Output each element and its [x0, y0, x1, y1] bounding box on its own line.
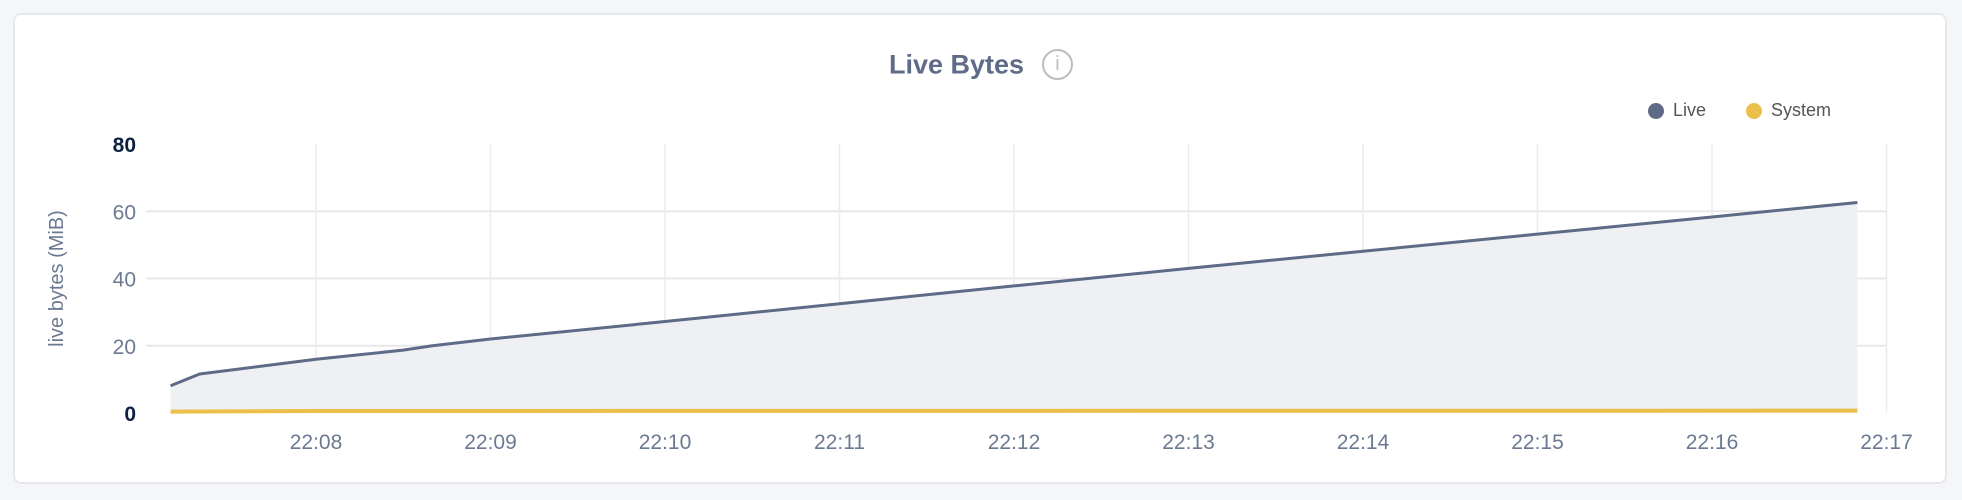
chart-title-row: Live Bytes i [0, 48, 1962, 81]
info-circle-icon[interactable]: i [1042, 49, 1074, 81]
y-tick-label: 40 [113, 269, 136, 292]
x-tick-label: 22:14 [1337, 431, 1390, 454]
x-tick-label: 22:10 [639, 431, 692, 454]
x-tick-label: 22:12 [988, 431, 1041, 454]
x-tick-label: 22:08 [290, 431, 343, 454]
x-tick-label: 22:16 [1686, 431, 1739, 454]
line-system [170, 408, 1858, 414]
y-tick-label: 60 [113, 201, 136, 224]
x-tick-label: 22:13 [1162, 431, 1215, 454]
legend-label-live: Live [1673, 100, 1707, 120]
y-tick-label: 20 [113, 336, 136, 359]
legend: Live System [1648, 100, 1831, 121]
line-live [170, 201, 1858, 388]
x-tick-label: 22:09 [464, 431, 517, 454]
y-tick-label: 80 [113, 134, 136, 157]
x-tick-label: 22:11 [814, 431, 865, 454]
legend-dot-system [1746, 102, 1763, 119]
legend-label-system: System [1771, 100, 1832, 120]
chart-title: Live Bytes [888, 49, 1025, 80]
area-live [170, 202, 1858, 413]
legend-dot-live [1648, 102, 1664, 119]
legend-item-system[interactable]: System [1746, 100, 1831, 121]
legend-item-live[interactable]: Live [1648, 100, 1706, 121]
y-axis-label: live bytes (MiB) [46, 210, 68, 347]
y-tick-label: 0 [124, 403, 136, 426]
x-tick-label: 22:15 [1511, 431, 1564, 454]
x-tick-label: 22:17 [1860, 431, 1913, 454]
